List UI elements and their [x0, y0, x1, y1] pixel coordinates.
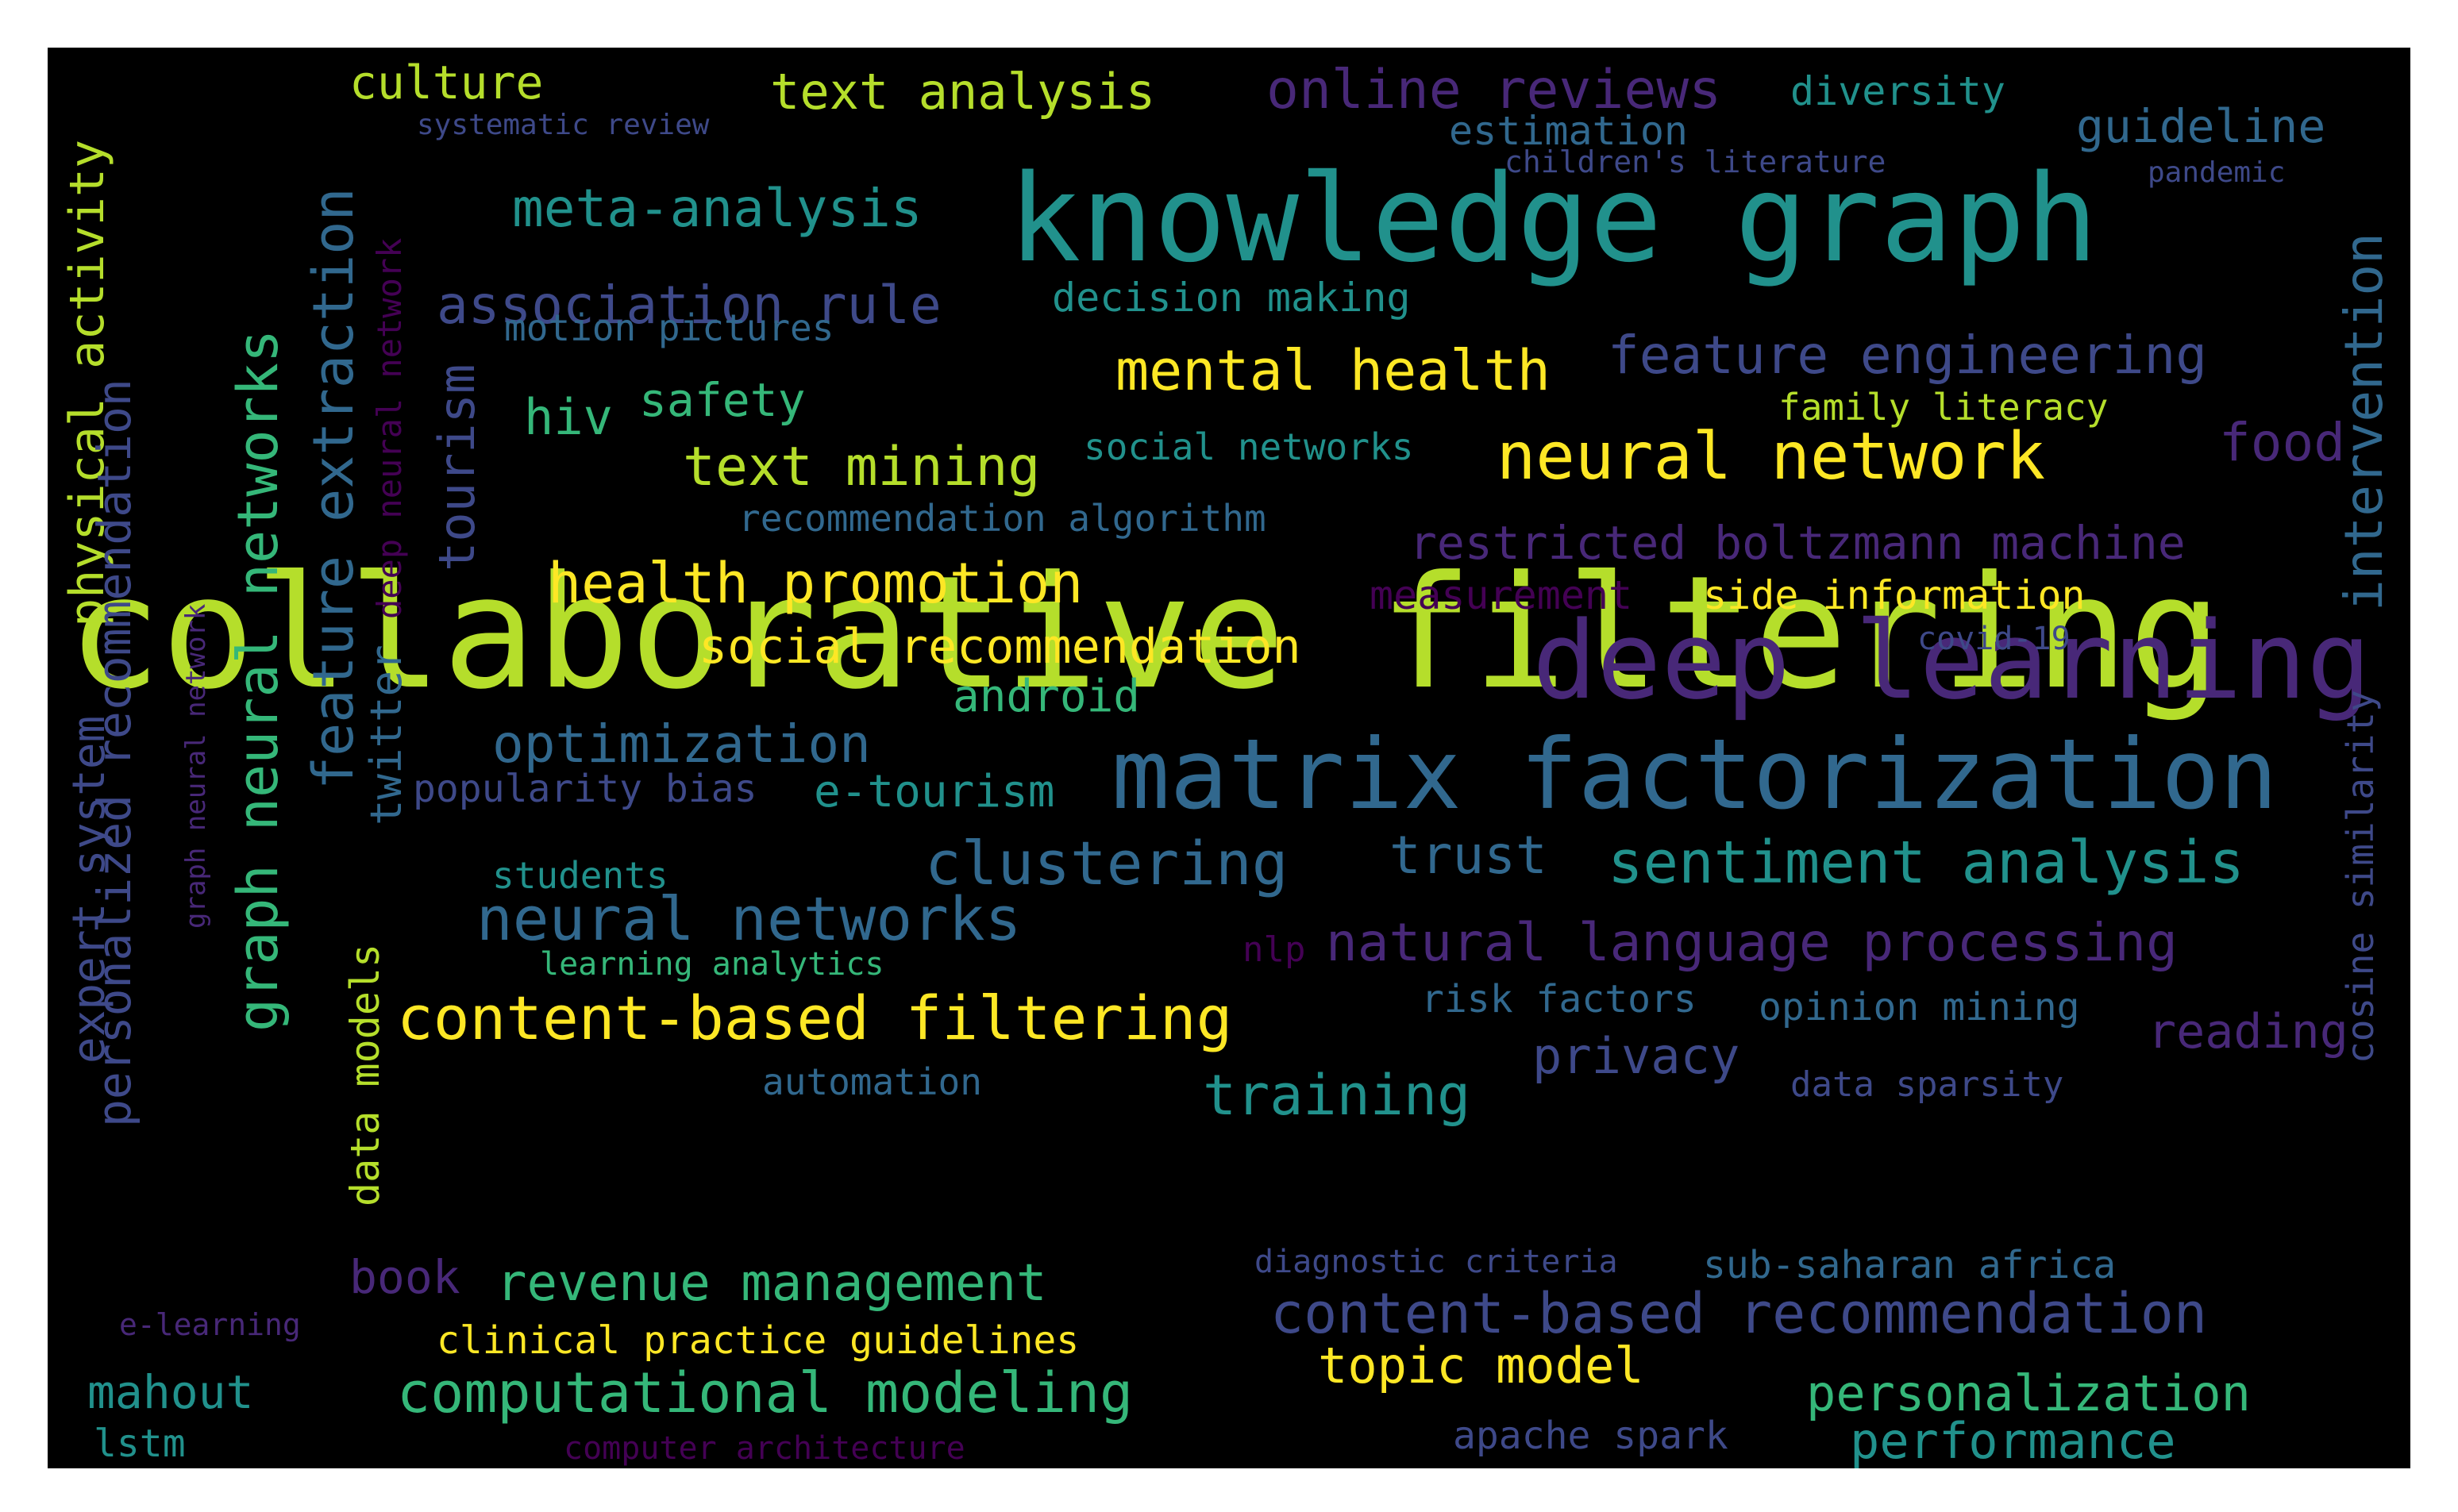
word-mahout: mahout — [87, 1365, 254, 1419]
word-recommendation-algorithm: recommendation algorithm — [738, 497, 1266, 540]
word-revenue-management: revenue management — [496, 1254, 1047, 1313]
word-sub-saharan-africa: sub-saharan africa — [1703, 1243, 2117, 1287]
word-hiv: hiv — [524, 388, 613, 446]
word-food: food — [2219, 412, 2345, 473]
word-childrens-literature: children's literature — [1504, 144, 1886, 179]
word-lstm: lstm — [94, 1422, 186, 1466]
word-risk-factors: risk factors — [1421, 977, 1697, 1021]
word-side-information: side information — [1703, 572, 2086, 618]
word-data-models: data models — [342, 943, 388, 1206]
word-apache-spark: apache spark — [1453, 1414, 1728, 1458]
word-content-based-filtering: content-based filtering — [397, 983, 1233, 1053]
word-opinion-mining: opinion mining — [1759, 985, 2080, 1029]
word-safety: safety — [639, 373, 806, 427]
word-estimation: estimation — [1449, 108, 1689, 154]
word-health-promotion: health promotion — [548, 551, 1084, 616]
word-expert-system: expert system — [64, 715, 115, 1064]
word-popularity-bias: popularity bias — [413, 767, 757, 811]
word-cosine-similarity: cosine similarity — [2339, 690, 2382, 1064]
word-collaborative-filtering: collaborative filtering — [67, 543, 2223, 724]
word-pandemic: pandemic — [2148, 156, 2286, 189]
word-social-networks: social networks — [1084, 425, 1414, 468]
word-data-sparsity: data sparsity — [1790, 1064, 2064, 1105]
word-e-learning: e-learning — [119, 1307, 301, 1342]
word-twitter: twitter — [361, 644, 411, 825]
word-mental-health: mental health — [1115, 338, 1551, 403]
word-matrix-factorization: matrix factorization — [1111, 718, 2279, 831]
word-association-rule: association rule — [437, 275, 942, 336]
word-computer-architecture: computer architecture — [564, 1430, 965, 1467]
word-topic-model: topic model — [1318, 1337, 1644, 1395]
word-family-literacy: family literacy — [1778, 386, 2109, 429]
word-restricted-boltzmann-machine: restricted boltzmann machine — [1409, 516, 2186, 570]
word-performance: performance — [1850, 1412, 2176, 1468]
word-culture: culture — [349, 56, 544, 110]
word-decision-making: decision making — [1052, 275, 1411, 321]
word-clustering: clustering — [925, 828, 1289, 898]
word-book: book — [349, 1250, 460, 1304]
word-covid-19: covid-19 — [1917, 621, 2071, 657]
word-feature-engineering: feature engineering — [1608, 325, 2207, 386]
word-online-reviews: online reviews — [1266, 59, 1722, 121]
word-social-recommendation: social recommendation — [699, 619, 1301, 675]
word-diagnostic-criteria: diagnostic criteria — [1254, 1244, 1618, 1280]
word-cloud: collaborative filtering knowledge graph … — [48, 48, 2410, 1468]
word-trust: trust — [1389, 825, 1547, 886]
word-tourism: tourism — [428, 364, 486, 571]
word-deep-learning: deep learning — [1532, 598, 2371, 723]
word-text-analysis: text analysis — [770, 63, 1156, 121]
word-personalization: personalization — [1806, 1364, 2251, 1422]
word-learning-analytics: learning analytics — [540, 946, 884, 983]
word-students: students — [492, 854, 668, 897]
word-e-tourism: e-tourism — [814, 766, 1055, 818]
word-text-mining: text mining — [683, 436, 1041, 498]
word-measurement: measurement — [1370, 572, 1633, 618]
word-graph-neural-network: graph neural network — [180, 603, 212, 929]
word-diversity: diversity — [1790, 68, 2005, 114]
word-neural-networks: neural networks — [476, 883, 1022, 954]
word-computational-modeling: computational modeling — [397, 1360, 1134, 1425]
word-content-based-recommendation: content-based recommendation — [1270, 1281, 2208, 1346]
word-optimization: optimization — [492, 714, 871, 775]
word-motion-pictures: motion pictures — [504, 306, 834, 349]
word-training: training — [1203, 1063, 1471, 1128]
word-graph-neural-networks: graph neural networks — [225, 329, 291, 1032]
word-sentiment-analysis: sentiment analysis — [1608, 829, 2244, 897]
word-guideline: guideline — [2076, 99, 2326, 153]
word-deep-neural-network: deep neural network — [370, 237, 409, 619]
word-intervention: intervention — [2333, 233, 2394, 611]
word-neural-network: neural network — [1497, 419, 2046, 494]
word-nlp: nlp — [1242, 929, 1306, 970]
word-natural-language-processing: natural language processing — [1326, 912, 2178, 973]
word-clinical-practice-guidelines: clinical practice guidelines — [437, 1318, 1080, 1363]
word-privacy: privacy — [1532, 1027, 1740, 1085]
word-reading: reading — [2148, 1004, 2348, 1060]
word-systematic-review: systematic review — [417, 109, 710, 141]
word-feature-extraction: feature extraction — [301, 187, 366, 790]
word-knowledge-graph: knowledge graph — [1008, 148, 2098, 289]
word-automation: automation — [762, 1060, 982, 1103]
word-meta-analysis: meta-analysis — [512, 178, 923, 239]
word-android: android — [953, 671, 1141, 722]
